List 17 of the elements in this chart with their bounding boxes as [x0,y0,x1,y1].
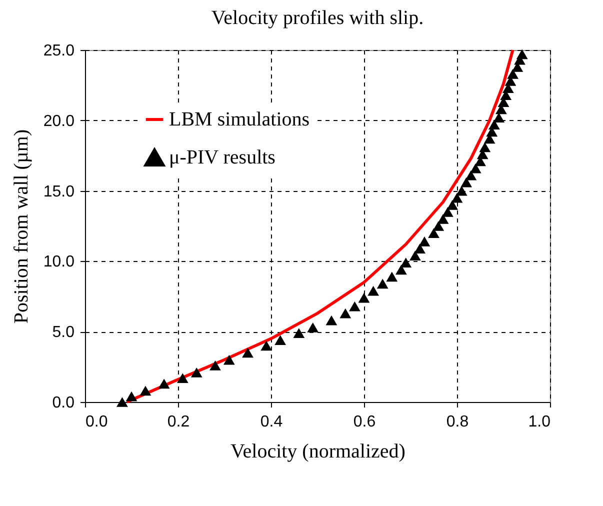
x-tick-label: 0.0 [86,414,108,430]
legend-label: LBM simulations [169,108,310,130]
x-axis-title: Velocity (normalized) [230,440,406,462]
y-tick-label: 10.0 [43,254,75,271]
y-tick-label: 5.0 [52,324,75,342]
legend-label: μ-PIV results [169,146,276,168]
x-tick-label: 0.6 [353,414,376,430]
x-tick-label: 0.8 [446,414,469,430]
y-tick-label: 25.0 [43,42,75,60]
y-tick-label: 20.0 [43,112,75,130]
y-tick-label: 15.0 [43,183,75,200]
x-tick-label: 0.4 [260,414,283,430]
y-axis-title: Position from wall (µm) [10,129,32,324]
y-tick-label: 0.0 [52,394,75,412]
chart-title: Velocity profiles with slip. [211,7,424,29]
x-tick-label: 0.2 [167,414,190,430]
x-tick-label: 1.0 [528,414,551,430]
